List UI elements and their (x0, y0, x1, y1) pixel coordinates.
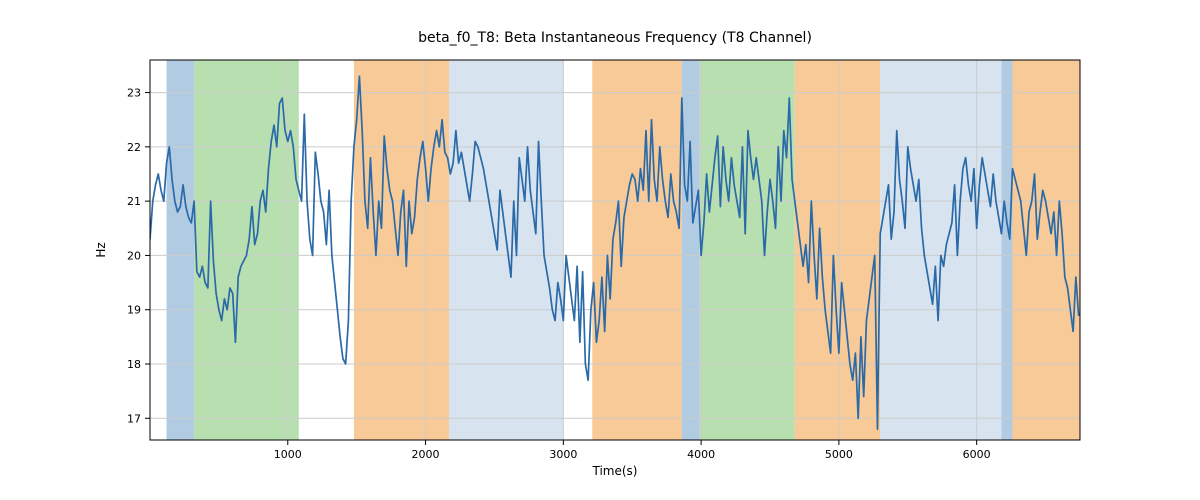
chart-svg: 1000 2000 3000 4000 5000 6000 17 18 19 20 21 22 23 Ti… (0, 0, 1200, 500)
chart-title: beta_f0_T8: Beta Instantaneous Frequency… (418, 30, 812, 46)
chart-container: 1000 2000 3000 4000 5000 6000 17 18 19 20 21 22 23 Ti… (0, 0, 1200, 500)
x-tick-label: 2000 (412, 448, 440, 461)
band-3 (449, 60, 563, 440)
x-tick-label: 5000 (825, 448, 853, 461)
x-axis-label: Time(s) (592, 464, 638, 478)
band-4 (592, 60, 682, 440)
y-tick-label: 21 (127, 195, 141, 208)
y-tick-label: 23 (127, 87, 141, 100)
band-10 (1012, 60, 1080, 440)
y-tick-label: 22 (127, 141, 141, 154)
band-9 (1001, 60, 1012, 440)
y-tick-label: 18 (127, 358, 141, 371)
y-tick-label: 19 (127, 304, 141, 317)
x-tick-label: 3000 (549, 448, 577, 461)
band-8 (880, 60, 1001, 440)
band-6 (700, 60, 795, 440)
band-7 (795, 60, 880, 440)
x-tick-label: 1000 (274, 448, 302, 461)
y-axis-label: Hz (94, 242, 108, 257)
band-5 (682, 60, 700, 440)
x-tick-label: 4000 (687, 448, 715, 461)
y-tick-label: 20 (127, 249, 141, 262)
x-ticks: 1000 2000 3000 4000 5000 6000 (274, 440, 991, 461)
x-tick-label: 6000 (963, 448, 991, 461)
y-tick-label: 17 (127, 412, 141, 425)
y-ticks: 17 18 19 20 21 22 23 (127, 87, 150, 426)
band-2 (354, 60, 449, 440)
band-0 (167, 60, 195, 440)
